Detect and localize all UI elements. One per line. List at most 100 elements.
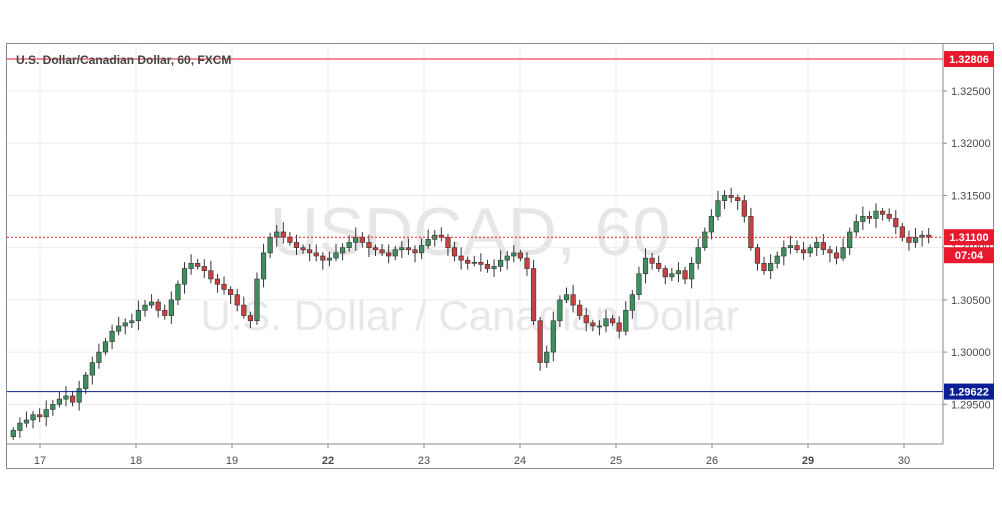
candle-body bbox=[307, 249, 313, 254]
candle-body bbox=[10, 430, 16, 437]
candle-body bbox=[853, 221, 859, 233]
candle-body bbox=[636, 273, 642, 295]
candle-body bbox=[195, 263, 201, 267]
candle-body bbox=[563, 294, 570, 301]
candle-body bbox=[30, 414, 36, 421]
candle-body bbox=[63, 395, 69, 400]
candle-body bbox=[465, 259, 471, 264]
chart-title: U.S. Dollar/Canadian Dollar, 60, FXCM bbox=[16, 53, 232, 67]
candle-body bbox=[511, 252, 517, 257]
candles-group bbox=[10, 187, 932, 440]
chart-frame bbox=[6, 43, 994, 469]
candle-body bbox=[287, 236, 293, 243]
x-tick-label: 30 bbox=[898, 455, 910, 467]
y-tick-label: 1.30500 bbox=[951, 295, 991, 307]
candle-body bbox=[241, 304, 247, 316]
candle-body bbox=[260, 252, 267, 280]
candle-body bbox=[425, 239, 431, 246]
candle-body bbox=[201, 266, 207, 271]
candle-body bbox=[833, 252, 840, 259]
candle-body bbox=[23, 419, 30, 424]
candle-body bbox=[912, 236, 919, 243]
candle-body bbox=[37, 414, 43, 418]
candle-body bbox=[669, 273, 675, 278]
candle-body bbox=[642, 257, 649, 275]
candle-body bbox=[366, 242, 372, 248]
x-tick-label: 19 bbox=[226, 455, 238, 467]
candle-body bbox=[768, 263, 774, 271]
candle-body bbox=[478, 261, 484, 265]
candle-body bbox=[807, 247, 813, 254]
candle-body bbox=[69, 395, 76, 403]
candle-body bbox=[129, 320, 135, 324]
candle-body bbox=[102, 341, 109, 353]
candle-body bbox=[116, 325, 122, 332]
candle-body bbox=[721, 195, 728, 201]
candle-body bbox=[715, 200, 721, 217]
watermark-name: U.S. Dollar / Canadian Dollar bbox=[200, 292, 739, 339]
candle-body bbox=[880, 210, 886, 215]
candle-body bbox=[50, 404, 56, 410]
candle-body bbox=[89, 362, 95, 376]
candle-body bbox=[438, 234, 444, 238]
candle-body bbox=[300, 247, 306, 251]
countdown-badge-bg bbox=[944, 247, 994, 264]
candle-body bbox=[228, 289, 234, 295]
candle-body bbox=[695, 247, 701, 264]
x-tick-label: 22 bbox=[322, 455, 334, 467]
candle-body bbox=[214, 278, 221, 285]
candle-body bbox=[109, 330, 115, 342]
candle-body bbox=[656, 263, 662, 269]
candle-body bbox=[412, 249, 418, 254]
candle-body bbox=[873, 210, 879, 219]
x-tick-label: 25 bbox=[610, 455, 622, 467]
candle-body bbox=[537, 320, 543, 363]
candle-body bbox=[293, 242, 300, 248]
candle-body bbox=[155, 301, 161, 311]
candle-body bbox=[76, 388, 82, 403]
support-price-badge: 1.29622 bbox=[949, 387, 989, 399]
candle-body bbox=[504, 255, 510, 261]
candle-body bbox=[629, 294, 635, 311]
candle-body bbox=[419, 245, 425, 254]
candle-body bbox=[379, 249, 385, 254]
candle-body bbox=[827, 249, 833, 254]
candle-body bbox=[274, 231, 280, 238]
candle-body bbox=[662, 268, 668, 278]
support-price-badge-bg bbox=[944, 383, 994, 400]
candle-body bbox=[346, 242, 352, 248]
candle-body bbox=[175, 283, 181, 301]
candle-body bbox=[405, 247, 412, 251]
candle-body bbox=[181, 268, 188, 285]
candle-body bbox=[748, 216, 754, 248]
candle-body bbox=[399, 247, 405, 251]
candle-body bbox=[484, 264, 491, 269]
candle-body bbox=[247, 315, 253, 322]
candle-body bbox=[820, 242, 826, 251]
candle-body bbox=[208, 270, 214, 280]
candle-body bbox=[754, 247, 761, 264]
candle-body bbox=[570, 294, 576, 306]
candle-body bbox=[498, 259, 504, 267]
candle-body bbox=[530, 268, 537, 322]
last-price-badge-bg bbox=[944, 229, 994, 246]
x-tick-label: 26 bbox=[706, 455, 718, 467]
candle-body bbox=[142, 304, 148, 311]
candle-body bbox=[840, 247, 846, 259]
candle-body bbox=[221, 283, 227, 290]
candle-body bbox=[814, 242, 820, 248]
candle-body bbox=[135, 310, 142, 322]
candle-body bbox=[386, 252, 392, 257]
candle-body bbox=[326, 257, 333, 261]
candle-body bbox=[702, 231, 708, 248]
candle-body bbox=[267, 236, 273, 254]
candle-body bbox=[168, 299, 174, 316]
y-tick-label: 1.32500 bbox=[951, 86, 991, 98]
countdown-badge: 07:04 bbox=[955, 250, 984, 262]
candle-body bbox=[787, 245, 794, 248]
candle-body bbox=[458, 255, 464, 261]
candle-body bbox=[603, 318, 609, 327]
candle-body bbox=[254, 278, 260, 322]
candle-body bbox=[188, 263, 194, 269]
